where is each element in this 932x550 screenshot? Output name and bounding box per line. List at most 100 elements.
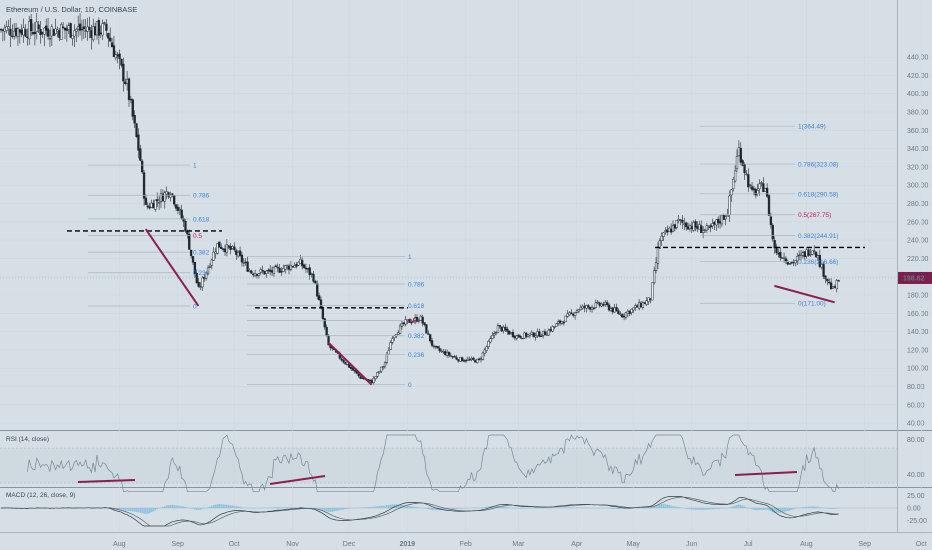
- candle-body: [88, 26, 91, 30]
- candle-body: [615, 307, 618, 312]
- fib-level-label: 0.236: [408, 352, 425, 359]
- candle-body: [660, 235, 663, 241]
- macd-hist-bar: [418, 507, 420, 508]
- macd-hist-bar: [429, 508, 431, 510]
- candle-body: [688, 225, 692, 230]
- macd-hist-bar: [706, 508, 708, 510]
- candle-body: [430, 340, 434, 346]
- candle-body: [178, 208, 181, 211]
- candle-body: [282, 268, 285, 272]
- candle-body: [493, 333, 496, 336]
- candle-body: [555, 323, 558, 327]
- macd-hist-bar: [525, 508, 527, 509]
- candle-body: [189, 249, 193, 257]
- candle-body: [261, 270, 264, 272]
- candle-body: [747, 174, 750, 188]
- candle-body: [142, 172, 146, 199]
- candle-body: [549, 329, 552, 332]
- fib-retracement: 1(364.49) 0.786(323.08) 0.618(290.58) 0.5(2…: [700, 124, 838, 308]
- candle-body: [26, 36, 29, 39]
- candle-body: [717, 218, 720, 224]
- candle-body: [159, 193, 163, 202]
- candle-body: [429, 334, 432, 342]
- macd-hist-bar: [709, 508, 712, 510]
- candle-body: [636, 305, 639, 308]
- candle-body: [530, 331, 533, 335]
- macd-hist-bar: [410, 506, 413, 508]
- macd-hist-bar: [386, 505, 388, 508]
- candle-body: [758, 183, 761, 190]
- candle-body: [634, 305, 637, 308]
- candle-body: [212, 251, 215, 261]
- macd-hist-bar: [384, 505, 386, 508]
- candle-body: [726, 215, 729, 218]
- candle-body: [690, 226, 693, 230]
- macd-hist-bar: [830, 508, 832, 509]
- candle-body: [472, 357, 475, 360]
- macd-hist-bar: [173, 505, 175, 508]
- macd-signal-line: [1, 496, 839, 527]
- candle-body: [301, 260, 304, 267]
- macd-hist-bar: [504, 506, 507, 508]
- candle-body: [176, 206, 180, 211]
- candle-body: [519, 336, 522, 338]
- candle-body: [197, 281, 200, 287]
- candle-body: [474, 359, 477, 363]
- macd-hist-bar: [493, 506, 495, 508]
- candle-body: [662, 232, 665, 237]
- candle-body: [289, 265, 293, 270]
- macd-hist-bar: [677, 506, 680, 508]
- macd-hist-bar: [500, 506, 503, 508]
- macd-hist-bar: [749, 508, 751, 509]
- macd-hist-bar: [694, 508, 697, 510]
- fib-level-label: 0: [193, 303, 197, 310]
- candle-body: [14, 27, 18, 36]
- macd-hist-bar: [826, 508, 829, 509]
- macd-hist-bar: [141, 508, 143, 514]
- candle-body: [434, 345, 437, 348]
- candle-body: [39, 29, 42, 36]
- macd-hist-bar: [323, 508, 326, 512]
- candle-body: [496, 325, 500, 334]
- candle-body: [701, 230, 705, 233]
- candle-body: [447, 351, 451, 356]
- macd-hist-bar: [280, 507, 283, 508]
- macd-hist-bar: [436, 508, 439, 511]
- macd-hist-bar: [485, 506, 488, 508]
- candle-body: [668, 227, 671, 232]
- candle-body: [84, 30, 87, 32]
- candle-body: [649, 298, 652, 301]
- candle-body: [137, 134, 140, 151]
- candle-body: [28, 21, 31, 40]
- candle-body: [150, 202, 153, 208]
- macd-hist-bar: [414, 506, 416, 508]
- candle-body: [477, 358, 481, 360]
- macd-hist-bar: [284, 507, 287, 508]
- macd-hist-bar: [160, 507, 162, 508]
- fib-level-label: 0: [408, 382, 412, 389]
- last-price-label: 198.62: [903, 275, 925, 282]
- candle-body: [248, 270, 251, 272]
- candle-body: [466, 358, 469, 361]
- candle-body: [410, 321, 413, 324]
- candle-body: [297, 261, 300, 266]
- candle-body: [481, 352, 485, 360]
- candle-body: [109, 37, 112, 42]
- fib-level-label: 0.786: [408, 281, 425, 288]
- macd-hist-bar: [211, 505, 213, 508]
- macd-hist-bar: [770, 508, 772, 512]
- price-trendline: [327, 341, 373, 386]
- candle-body: [461, 357, 464, 362]
- macd-hist-bar: [813, 506, 815, 508]
- candle-body: [803, 251, 806, 258]
- candle-body: [720, 214, 724, 225]
- candle-body: [590, 306, 594, 310]
- candle-body: [613, 307, 616, 313]
- candle-body: [781, 257, 784, 259]
- candle-body: [764, 188, 767, 192]
- macd-hist-bar: [282, 507, 285, 508]
- macd-hist-bar: [664, 504, 667, 508]
- macd-hist-bar: [794, 508, 797, 509]
- macd-hist-bar: [224, 504, 226, 508]
- candle-body: [60, 24, 63, 40]
